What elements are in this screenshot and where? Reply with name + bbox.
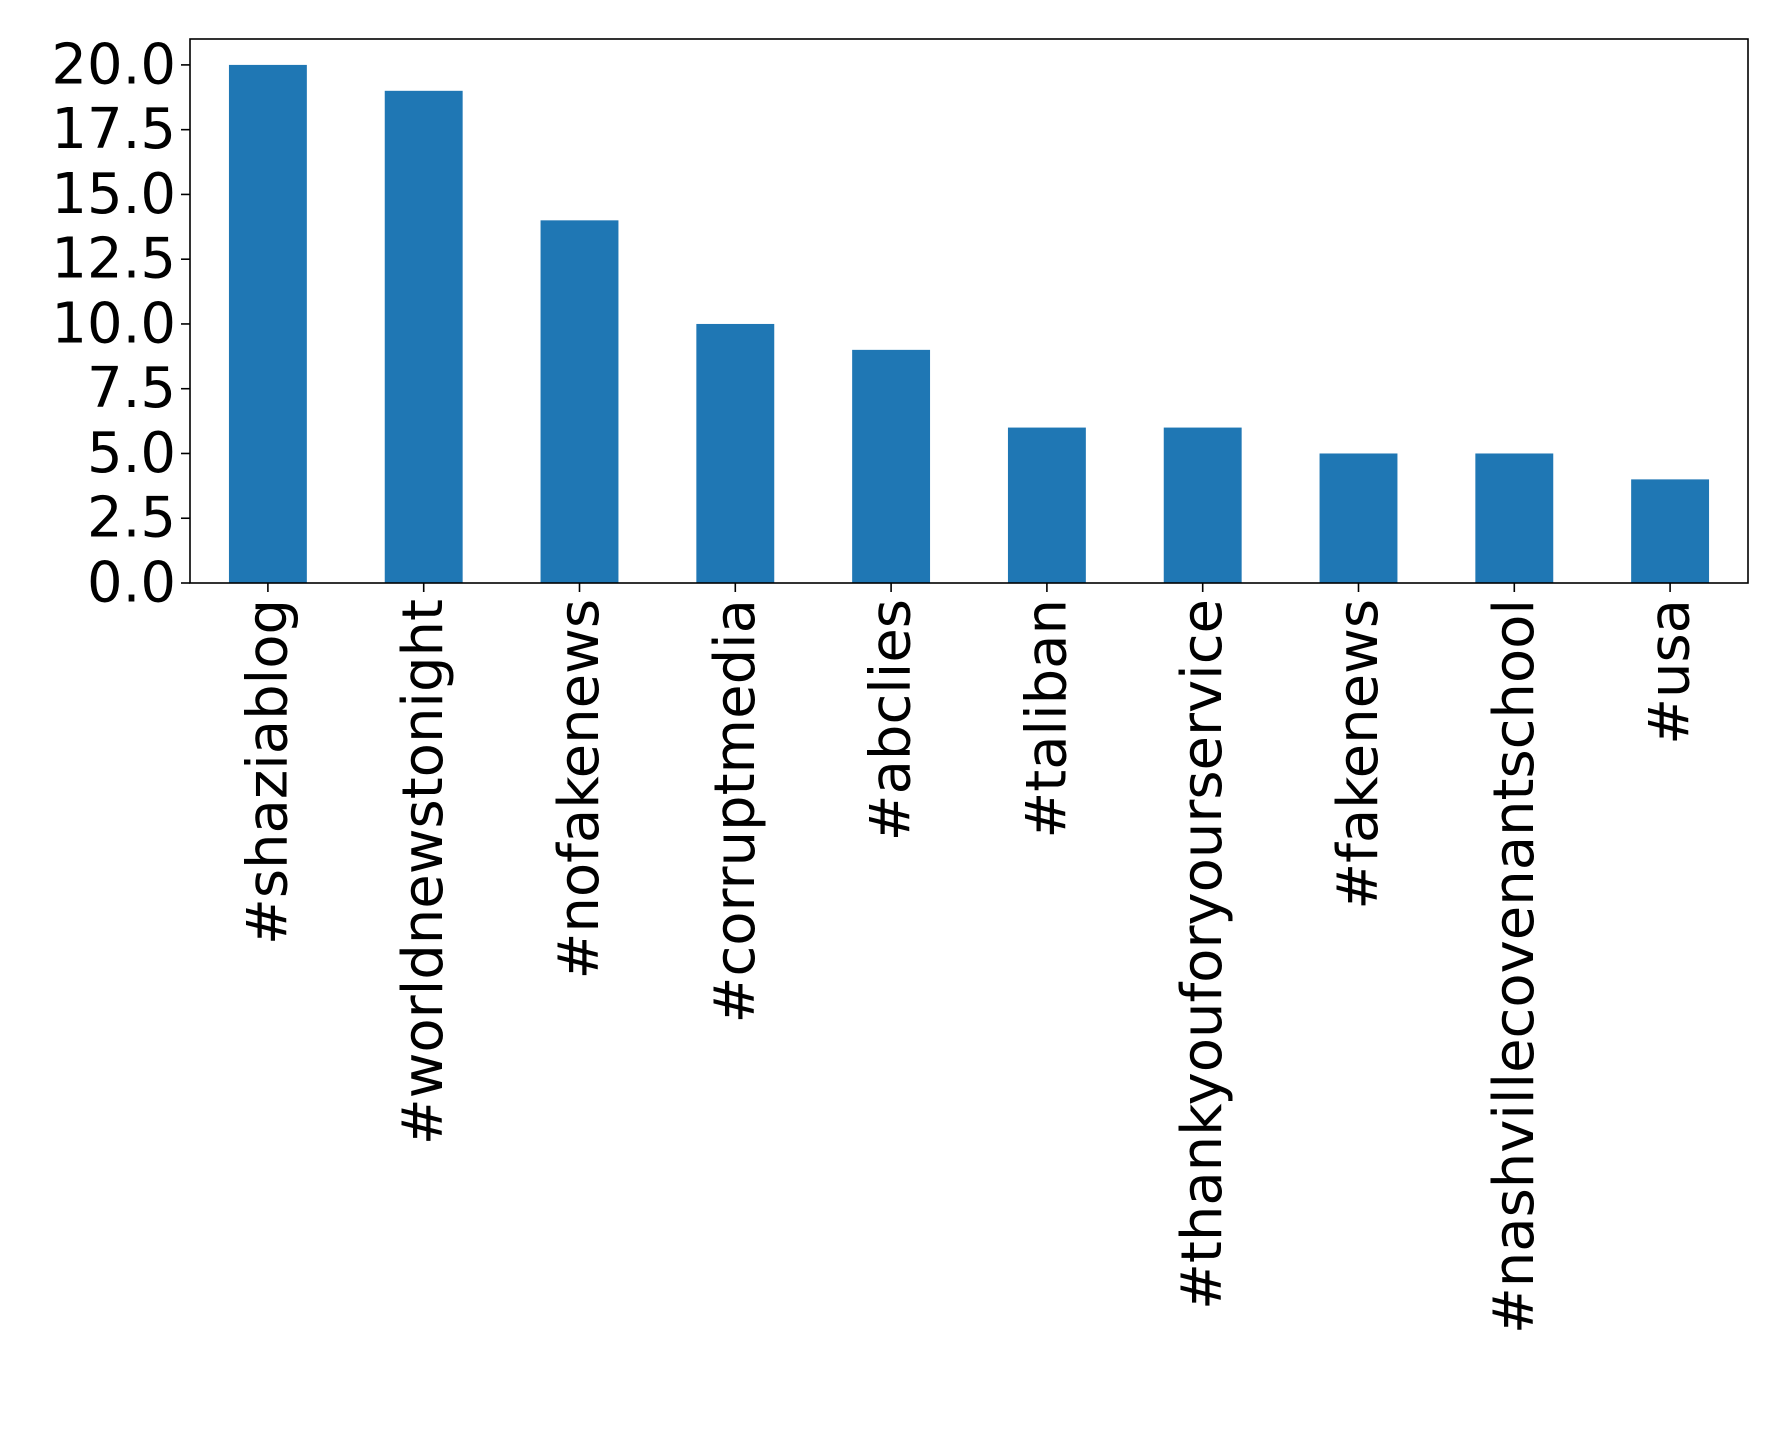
x-tick-label: #thankyouforyourservice bbox=[1170, 599, 1235, 1310]
bar-worldnewstonight bbox=[384, 90, 463, 584]
x-tick-label: #corruptmedia bbox=[703, 599, 768, 1023]
x-tick-label: #nofakenews bbox=[547, 599, 612, 980]
plot-area-frame bbox=[189, 38, 1749, 584]
y-axis: 0.02.55.07.510.012.515.017.520.0 bbox=[51, 32, 190, 616]
x-tick-label: #usa bbox=[1638, 599, 1703, 745]
bar-nashvillecovenantschool bbox=[1475, 453, 1554, 583]
x-tick-label: #taliban bbox=[1014, 599, 1079, 839]
x-tick-label: #nashvillecovenantschool bbox=[1482, 599, 1547, 1334]
bar-abclies bbox=[852, 349, 931, 583]
bar-taliban bbox=[1007, 427, 1086, 583]
y-tick-label: 10.0 bbox=[51, 291, 176, 356]
y-tick-label: 15.0 bbox=[51, 162, 176, 227]
x-tick-label: #abclies bbox=[859, 599, 924, 841]
x-axis: #shaziablog #worldnewstonight #nofakenews #… bbox=[235, 583, 1703, 1334]
y-tick-label: 5.0 bbox=[87, 421, 176, 486]
y-tick-label: 17.5 bbox=[51, 97, 176, 162]
bar-nofakenews bbox=[540, 220, 619, 584]
x-tick-label: #worldnewstonight bbox=[391, 599, 456, 1145]
y-tick-label: 7.5 bbox=[87, 356, 176, 421]
bar-usa bbox=[1631, 479, 1710, 583]
bar-shaziablog bbox=[228, 64, 307, 583]
y-tick-label: 2.5 bbox=[87, 486, 176, 551]
y-tick-label: 0.0 bbox=[87, 551, 176, 616]
x-tick-label: #shaziablog bbox=[235, 599, 300, 945]
y-tick-label: 20.0 bbox=[51, 32, 176, 97]
x-tick-label: #fakenews bbox=[1326, 599, 1391, 910]
bar-corruptmedia bbox=[696, 323, 775, 583]
bar-fakenews bbox=[1319, 453, 1398, 583]
bars bbox=[228, 64, 1710, 584]
bar-thankyouforyourservice bbox=[1163, 427, 1242, 583]
y-tick-label: 12.5 bbox=[51, 227, 176, 292]
